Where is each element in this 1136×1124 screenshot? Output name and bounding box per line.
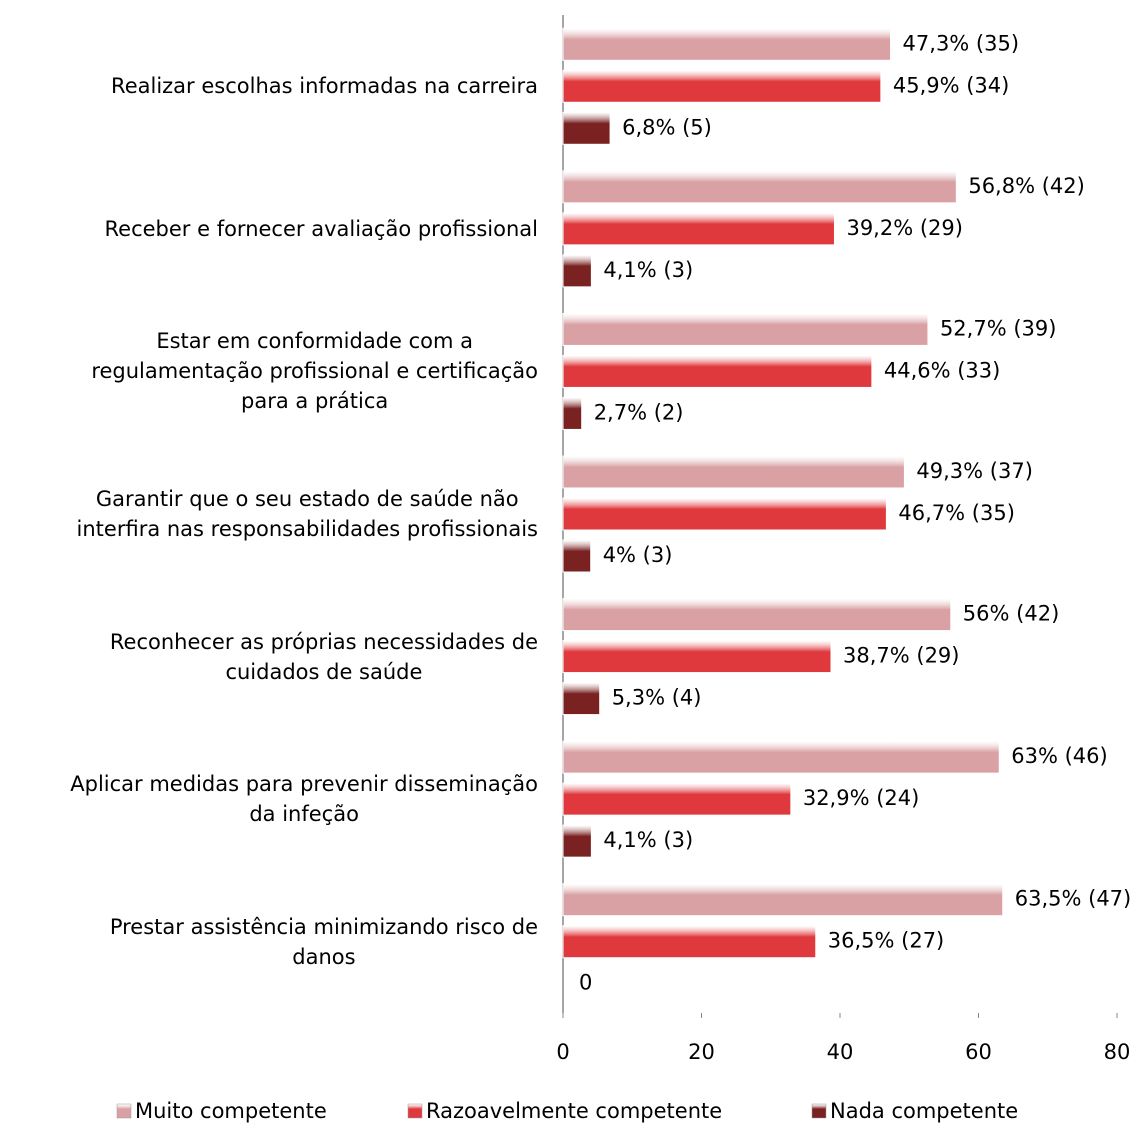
bar bbox=[562, 312, 929, 346]
category-label: Reconhecer as próprias necessidades de c… bbox=[109, 629, 538, 684]
category-label: Estar em conformidade com a regulamentaç… bbox=[91, 329, 538, 414]
bar bbox=[562, 824, 592, 858]
bar bbox=[562, 254, 592, 288]
x-tick-label: 40 bbox=[827, 1040, 854, 1064]
x-tick-label: 20 bbox=[688, 1040, 715, 1064]
value-label: 52,7% (39) bbox=[940, 316, 1057, 340]
value-label: 47,3% (35) bbox=[903, 31, 1020, 55]
value-label: 0 bbox=[579, 971, 592, 995]
bar bbox=[562, 497, 887, 531]
bar bbox=[562, 598, 952, 632]
category-label: Receber e fornecer avaliação profissiona… bbox=[104, 216, 539, 241]
bar bbox=[562, 170, 957, 204]
x-tick-label: 80 bbox=[1104, 1040, 1131, 1064]
legend-swatch bbox=[407, 1103, 423, 1119]
value-label: 45,9% (34) bbox=[893, 73, 1010, 97]
x-tick-label: 0 bbox=[556, 1040, 569, 1064]
value-label: 4% (3) bbox=[603, 543, 673, 567]
bar bbox=[562, 212, 835, 246]
bar bbox=[562, 354, 873, 388]
bar bbox=[562, 27, 892, 61]
bar bbox=[562, 782, 792, 816]
value-label: 4,1% (3) bbox=[603, 828, 693, 852]
legend-label: Muito competente bbox=[135, 1099, 327, 1123]
value-label: 38,7% (29) bbox=[843, 644, 960, 668]
value-label: 56% (42) bbox=[963, 602, 1059, 626]
value-label: 32,9% (24) bbox=[803, 786, 920, 810]
category-label: Prestar assistência minimizando risco de… bbox=[109, 914, 538, 969]
value-label: 63,5% (47) bbox=[1015, 887, 1132, 911]
category-label: Aplicar medidas para prevenir disseminaç… bbox=[70, 772, 538, 827]
value-label: 6,8% (5) bbox=[622, 115, 712, 139]
value-label: 5,3% (4) bbox=[612, 686, 702, 710]
value-label: 46,7% (35) bbox=[898, 501, 1015, 525]
legend-swatch bbox=[811, 1103, 827, 1119]
bar bbox=[562, 740, 1000, 774]
value-label: 63% (46) bbox=[1011, 744, 1107, 768]
value-label: 39,2% (29) bbox=[846, 216, 963, 240]
bar bbox=[562, 640, 832, 674]
bar bbox=[562, 111, 611, 145]
bar bbox=[562, 682, 601, 716]
legend-label: Nada competente bbox=[830, 1099, 1018, 1123]
value-label: 44,6% (33) bbox=[884, 358, 1001, 382]
bar bbox=[562, 883, 1004, 917]
x-tick-label: 60 bbox=[965, 1040, 992, 1064]
legend-swatch bbox=[116, 1103, 132, 1119]
value-label: 56,8% (42) bbox=[968, 174, 1085, 198]
value-label: 49,3% (37) bbox=[916, 459, 1033, 483]
legend-label: Razoavelmente competente bbox=[426, 1099, 722, 1123]
bar bbox=[562, 396, 583, 430]
bar bbox=[562, 455, 905, 489]
value-label: 4,1% (3) bbox=[603, 258, 693, 282]
value-label: 36,5% (27) bbox=[828, 929, 945, 953]
bar bbox=[562, 69, 882, 103]
category-label: Garantir que o seu estado de saúde não i… bbox=[76, 487, 538, 541]
value-label: 2,7% (2) bbox=[594, 400, 684, 424]
bar bbox=[562, 539, 592, 573]
category-label: Realizar escolhas informadas na carreira bbox=[111, 74, 538, 99]
bar bbox=[562, 925, 817, 959]
